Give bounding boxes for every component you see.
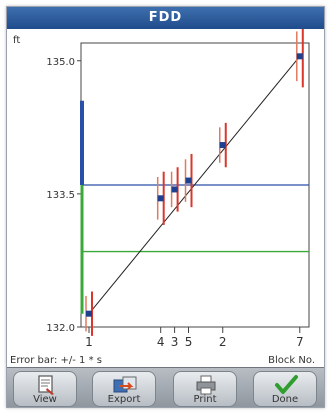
done-button-label: Done (271, 394, 299, 405)
x-tick-label: 1 (85, 335, 93, 349)
view-icon (38, 375, 54, 395)
y-tick-label: 132.0 (46, 323, 75, 334)
x-tick-label: 2 (219, 335, 227, 349)
error-bar-note: Error bar: +/- 1 * s (10, 355, 102, 366)
chart-svg: ft Block No. Error bar: +/- 1 * s 132.0 1… (10, 29, 315, 366)
x-tick-label: 5 (185, 335, 193, 349)
view-button[interactable]: View (13, 371, 77, 407)
done-button[interactable]: Done (253, 371, 317, 407)
fit-line (88, 55, 301, 315)
window-title: FDD (7, 7, 324, 29)
print-icon (196, 375, 216, 395)
app-window: FDD ft Block No. Error bar: +/- 1 * s 13… (6, 6, 325, 408)
export-button[interactable]: Export (92, 371, 156, 407)
checkmark-icon (275, 375, 298, 394)
fdd-chart: ft Block No. Error bar: +/- 1 * s 132.0 1… (7, 29, 324, 367)
y-tick-label: 133.5 (46, 190, 75, 201)
x-tick-label: 7 (296, 335, 304, 349)
view-button-label: View (33, 394, 57, 405)
print-button[interactable]: Print (173, 371, 237, 407)
x-tick-label: 3 (171, 335, 179, 349)
data-point (219, 142, 226, 149)
x-tick-label: 4 (157, 335, 165, 349)
data-point (157, 195, 164, 202)
data-point (171, 186, 178, 193)
print-button-label: Print (193, 394, 217, 405)
x-axis-label: Block No. (268, 355, 315, 366)
data-point (296, 53, 303, 60)
toolbar: View Export Print Done (7, 367, 324, 407)
export-button-label: Export (107, 394, 141, 405)
data-point (86, 310, 92, 317)
data-point (185, 177, 192, 184)
y-axis-label: ft (13, 35, 20, 46)
export-icon (113, 376, 137, 393)
y-tick-label: 135.0 (46, 57, 75, 68)
